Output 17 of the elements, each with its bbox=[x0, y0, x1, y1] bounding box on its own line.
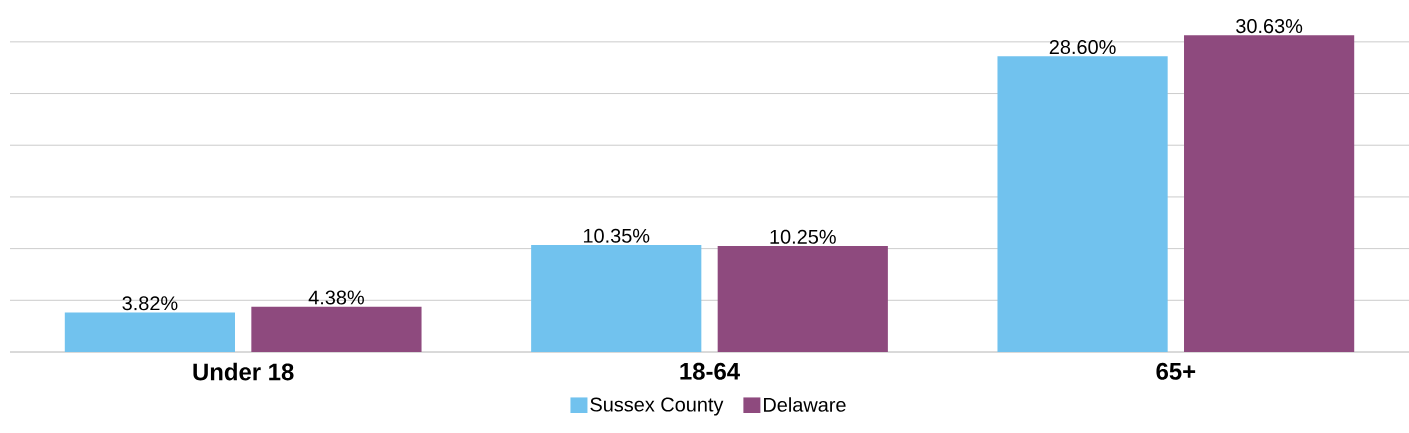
data-label: 30.63% bbox=[1236, 19, 1303, 34]
legend-label: Sussex County bbox=[590, 397, 724, 416]
data-label: 10.35% bbox=[583, 228, 650, 243]
bar bbox=[997, 56, 1168, 352]
data-label: 4.38% bbox=[308, 290, 364, 305]
bar bbox=[64, 312, 235, 352]
bar bbox=[717, 246, 888, 352]
x-tick-label: Under 18 bbox=[193, 362, 294, 381]
bar bbox=[531, 245, 702, 352]
legend-label: Delaware bbox=[764, 397, 846, 412]
x-tick-label: 65+ bbox=[1156, 362, 1196, 380]
bar bbox=[1184, 35, 1355, 352]
bar bbox=[251, 306, 422, 352]
x-tick-label: 18-64 bbox=[680, 362, 740, 380]
data-label: 28.60% bbox=[1049, 40, 1116, 55]
data-label: 10.25% bbox=[770, 229, 836, 244]
data-label: 3.82% bbox=[122, 296, 178, 311]
